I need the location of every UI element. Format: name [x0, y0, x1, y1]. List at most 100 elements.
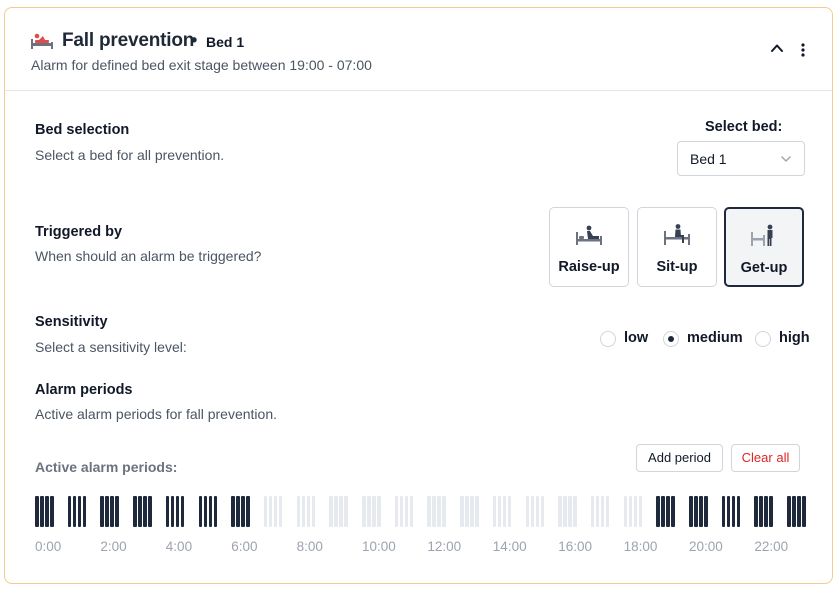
- hour-slot[interactable]: [492, 496, 513, 528]
- hour-quarter-bar: [208, 496, 213, 527]
- hour-quarter-bar: [40, 496, 44, 527]
- hour-slot[interactable]: [165, 496, 186, 528]
- hour-quarter-bar: [694, 496, 698, 527]
- hour-quarter-bar: [497, 496, 502, 527]
- hour-slot[interactable]: [263, 496, 284, 528]
- hour-quarter-bar: [404, 496, 409, 527]
- trigger-option-label: Sit-up: [656, 259, 698, 275]
- hour-quarter-bar: [460, 496, 464, 527]
- hour-quarter-bar: [764, 496, 768, 527]
- hour-quarter-bar: [605, 496, 610, 527]
- hour-quarter-bar: [535, 496, 540, 527]
- timeline-tick-label: 22:00: [754, 539, 789, 554]
- hour-slot[interactable]: [656, 496, 676, 528]
- hour-quarter-bar: [427, 496, 431, 527]
- hour-quarter-bar: [475, 496, 479, 527]
- hour-quarter-bar: [50, 496, 54, 527]
- hour-quarter-bar: [671, 496, 675, 527]
- hour-slot[interactable]: [394, 496, 415, 528]
- hour-quarter-bar: [656, 496, 660, 527]
- timeline-tick-label: 18:00: [623, 539, 658, 554]
- timeline-tick-label: 12:00: [427, 539, 462, 554]
- hour-quarter-bar: [296, 496, 301, 527]
- sit-up-icon: [664, 224, 690, 245]
- trigger-option-sit-up[interactable]: Sit-up: [637, 207, 717, 287]
- hour-slot[interactable]: [296, 496, 317, 528]
- hour-quarter-bar: [525, 496, 530, 527]
- more-options-icon[interactable]: [795, 41, 811, 59]
- hour-slot[interactable]: [67, 496, 88, 528]
- card-header: Fall prevention • Bed 1 Alarm for define…: [5, 8, 832, 91]
- hour-quarter-bar: [792, 496, 796, 527]
- hour-quarter-bar: [689, 496, 693, 527]
- hour-quarter-bar: [492, 496, 497, 527]
- hour-quarter-bar: [203, 496, 208, 527]
- hour-quarter-bar: [133, 496, 137, 527]
- hour-quarter-bar: [465, 496, 469, 527]
- add-period-button[interactable]: Add period: [636, 444, 723, 472]
- hour-slot[interactable]: [787, 496, 807, 528]
- hour-quarter-bar: [442, 496, 446, 527]
- hour-slot[interactable]: [133, 496, 153, 528]
- hour-quarter-bar: [77, 496, 82, 527]
- hour-quarter-bar: [246, 496, 250, 527]
- hour-quarter-bar: [110, 496, 114, 527]
- fall-prevention-card: Fall prevention • Bed 1 Alarm for define…: [4, 7, 833, 584]
- hour-quarter-bar: [82, 496, 87, 527]
- hour-slot[interactable]: [329, 496, 349, 528]
- hour-quarter-bar: [623, 496, 628, 527]
- hour-quarter-bar: [263, 496, 268, 527]
- hour-slot[interactable]: [100, 496, 120, 528]
- hour-slot[interactable]: [558, 496, 578, 528]
- trigger-option-raise-up[interactable]: Raise-up: [549, 207, 629, 287]
- hour-slot[interactable]: [427, 496, 447, 528]
- radio-circle[interactable]: [663, 331, 679, 347]
- hour-slot[interactable]: [721, 496, 742, 528]
- hour-quarter-bar: [540, 496, 545, 527]
- hour-quarter-bar: [633, 496, 638, 527]
- timeline-tick-label: 2:00: [100, 539, 127, 554]
- clear-all-button[interactable]: Clear all: [731, 444, 800, 472]
- timeline-tick-label: 8:00: [296, 539, 323, 554]
- bed-select-dropdown[interactable]: Bed 1: [677, 141, 805, 176]
- radio-circle[interactable]: [600, 331, 616, 347]
- hour-quarter-bar: [568, 496, 572, 527]
- hour-quarter-bar: [45, 496, 49, 527]
- hour-quarter-bar: [590, 496, 595, 527]
- hour-slot[interactable]: [35, 496, 55, 528]
- hour-quarter-bar: [273, 496, 278, 527]
- hour-quarter-bar: [470, 496, 474, 527]
- hour-quarter-bar: [731, 496, 736, 527]
- hour-slot[interactable]: [198, 496, 219, 528]
- hour-slot[interactable]: [754, 496, 774, 528]
- raise-up-icon: [576, 225, 602, 245]
- hour-quarter-bar: [377, 496, 381, 527]
- chevron-up-icon[interactable]: [769, 42, 785, 54]
- hour-quarter-bar: [595, 496, 600, 527]
- radio-circle[interactable]: [755, 331, 771, 347]
- hour-slot[interactable]: [590, 496, 611, 528]
- hour-slot[interactable]: [460, 496, 480, 528]
- hour-quarter-bar: [236, 496, 240, 527]
- hour-quarter-bar: [628, 496, 633, 527]
- hour-slot[interactable]: [525, 496, 546, 528]
- hour-slot[interactable]: [689, 496, 709, 528]
- hour-quarter-bar: [278, 496, 283, 527]
- hour-quarter-bar: [170, 496, 175, 527]
- bed-badge: Bed 1: [206, 34, 245, 50]
- trigger-option-label: Raise-up: [558, 259, 620, 275]
- trigger-option-get-up[interactable]: Get-up: [724, 207, 804, 287]
- hour-quarter-bar: [409, 496, 414, 527]
- sensitivity-description: Select a sensitivity level:: [35, 339, 187, 355]
- hour-slot[interactable]: [623, 496, 644, 528]
- active-periods-label: Active alarm periods:: [35, 459, 178, 475]
- hour-quarter-bar: [699, 496, 703, 527]
- hour-slot[interactable]: [362, 496, 382, 528]
- card-title: Fall prevention: [62, 30, 195, 51]
- hour-quarter-bar: [502, 496, 507, 527]
- hour-quarter-bar: [175, 496, 180, 527]
- timeline-tick-label: 10:00: [362, 539, 396, 554]
- hour-slot[interactable]: [231, 496, 251, 528]
- hour-quarter-bar: [198, 496, 203, 527]
- title-separator: •: [191, 30, 198, 50]
